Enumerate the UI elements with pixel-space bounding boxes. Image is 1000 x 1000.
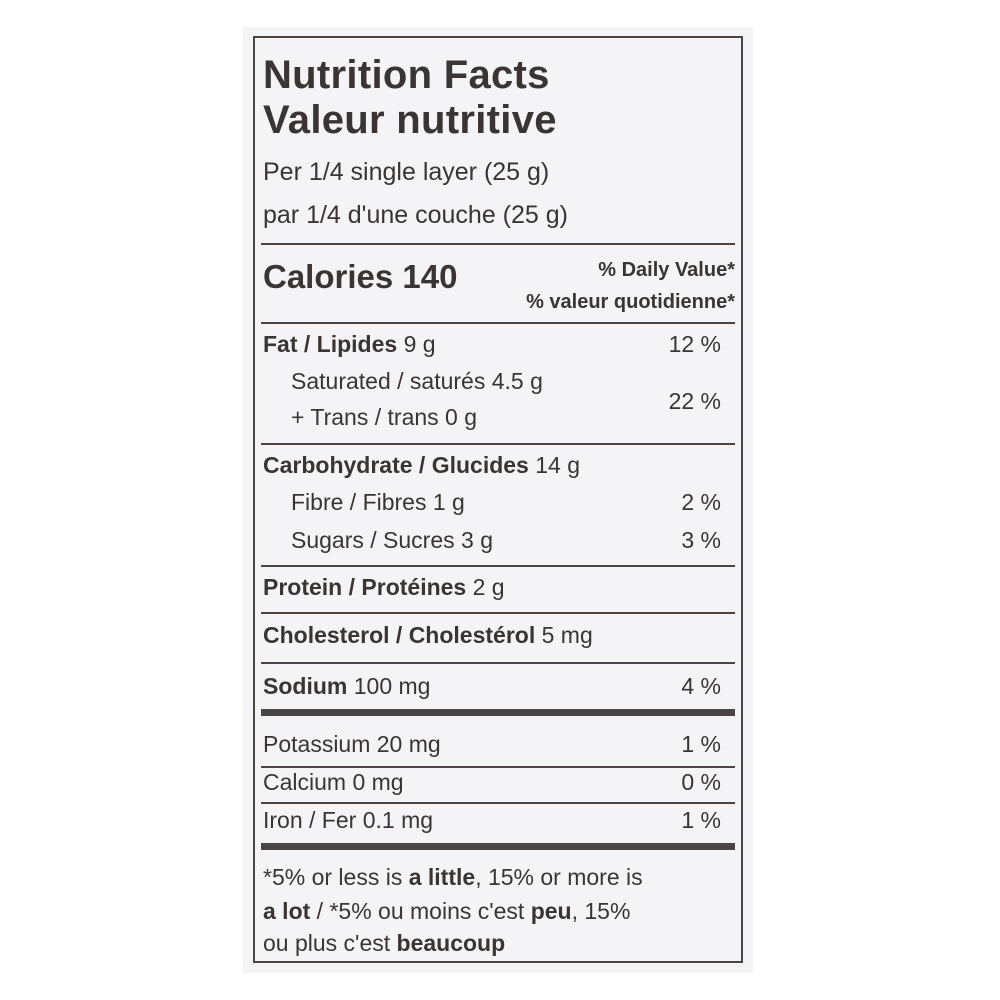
divider [261,322,735,324]
fibre-amount: 1 g [432,489,465,515]
calcium-amount: 0 mg [352,769,404,795]
saturated-label: Saturated / saturés [291,368,486,394]
calcium-daily-value: 0 % [681,769,721,795]
protein-amount: 2 g [472,574,505,600]
footnote-text: , 15% or more is [475,864,643,890]
fibre-daily-value: 2 % [681,489,721,515]
cholesterol-label: Cholesterol / Cholestérol [263,622,536,648]
footnote-line-1: *5% or less is a little, 15% or more is [263,866,643,889]
footnote-text: *5% or less is [263,864,409,890]
calories-line: Calories 140 [263,260,457,293]
potassium-amount: 20 mg [376,731,441,757]
protein-row: Protein / Protéines 2 g [263,576,505,599]
nutrition-facts-table [253,36,743,963]
fat-daily-value: 12 % [668,331,721,357]
carbohydrate-label: Carbohydrate / Glucides [263,452,529,478]
protein-label: Protein / Protéines [263,574,467,600]
fat-row: Fat / Lipides 9 g [263,333,436,356]
fibre-row: Fibre / Fibres 1 g [291,491,465,514]
potassium-daily-value: 1 % [681,731,721,757]
calcium-label: Calcium [263,769,347,795]
footnote-emphasis: beaucoup [396,930,506,956]
calories-label: Calories [263,258,394,295]
serving-size-french: par 1/4 d'une couche (25 g) [263,201,568,229]
sodium-row: Sodium 100 mg [263,675,430,698]
sugars-amount: 3 g [461,527,494,553]
sugars-row: Sugars / Sucres 3 g [291,529,493,552]
footnote-line-3: ou plus c'est beaucoup [263,932,505,955]
trans-row: + Trans / trans 0 g [291,406,477,429]
divider [261,443,735,445]
divider [261,802,735,804]
fat-label: Fat / Lipides [263,331,398,357]
daily-value-header-french: % valeur quotidienne* [526,291,735,313]
iron-label: Iron / Fer [263,807,357,833]
potassium-row: Potassium 20 mg [263,733,441,756]
thick-divider [261,709,735,716]
trans-amount: 0 g [445,404,478,430]
sodium-daily-value: 4 % [681,673,721,699]
iron-amount: 0.1 mg [362,807,434,833]
daily-value-header-english: % Daily Value* [598,259,735,281]
cholesterol-row: Cholesterol / Cholestérol 5 mg [263,624,593,647]
carbohydrate-amount: 14 g [535,452,581,478]
footnote-emphasis: peu [530,898,572,924]
label-paper [243,27,753,973]
saturated-trans-daily-value: 22 % [668,388,721,414]
footnote-emphasis: a lot [263,898,311,924]
sugars-label: Sugars / Sucres [291,527,455,553]
sugars-daily-value: 3 % [681,527,721,553]
cholesterol-amount: 5 mg [541,622,593,648]
fibre-label: Fibre / Fibres [291,489,427,515]
saturated-row: Saturated / saturés 4.5 g [291,370,543,393]
iron-daily-value: 1 % [681,807,721,833]
potassium-label: Potassium [263,731,371,757]
title-english: Nutrition Facts [263,53,550,97]
footnote-text: / *5% ou moins c'est [310,898,531,924]
divider [261,612,735,614]
saturated-amount: 4.5 g [491,368,543,394]
thick-divider [261,843,735,850]
divider [261,565,735,567]
calcium-row: Calcium 0 mg [263,771,404,794]
title-french: Valeur nutritive [263,98,557,142]
divider [261,662,735,664]
sodium-amount: 100 mg [353,673,431,699]
calories-value: 140 [402,258,458,295]
divider [261,243,735,245]
trans-label: + Trans / trans [291,404,439,430]
footnote-text: ou plus c'est [263,930,397,956]
serving-size-english: Per 1/4 single layer (25 g) [263,158,550,186]
iron-row: Iron / Fer 0.1 mg [263,809,433,832]
footnote-emphasis: a little [408,864,476,890]
footnote-line-2: a lot / *5% ou moins c'est peu, 15% [263,900,630,923]
carbohydrate-row: Carbohydrate / Glucides 14 g [263,454,580,477]
fat-amount: 9 g [403,331,436,357]
divider [261,766,735,768]
footnote-text: , 15% [571,898,631,924]
sodium-label: Sodium [263,673,348,699]
